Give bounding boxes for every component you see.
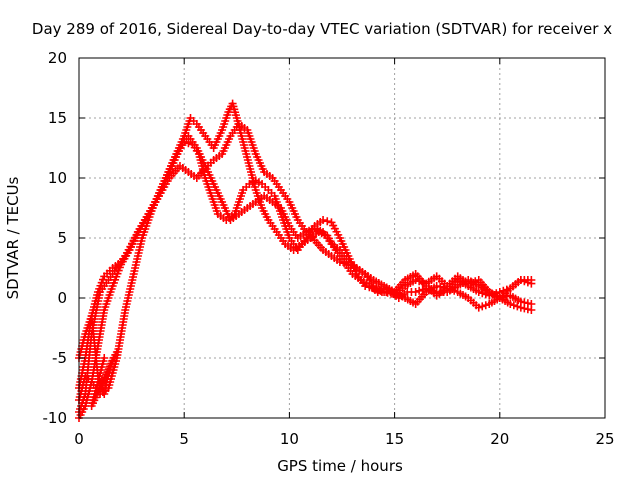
data-point bbox=[478, 289, 487, 298]
data-point bbox=[509, 301, 518, 310]
axis-ticks bbox=[78, 57, 606, 419]
x-tick-label: 5 bbox=[179, 430, 189, 448]
grid bbox=[79, 58, 605, 418]
y-tick-labels: -10 -5 0 5 10 15 20 bbox=[43, 49, 68, 427]
data-points bbox=[75, 99, 536, 422]
data-point bbox=[502, 285, 511, 294]
x-tick-label: 10 bbox=[280, 430, 299, 448]
x-tick-label: 0 bbox=[74, 430, 84, 448]
x-tick-label: 20 bbox=[490, 430, 509, 448]
data-point bbox=[340, 259, 349, 268]
data-point bbox=[450, 286, 459, 295]
x-axis-label: GPS time / hours bbox=[277, 457, 403, 475]
y-tick-label: -5 bbox=[52, 349, 67, 367]
data-series bbox=[75, 138, 536, 416]
data-point bbox=[436, 282, 445, 291]
data-point bbox=[323, 217, 332, 226]
data-point bbox=[319, 216, 328, 224]
y-tick-label: -10 bbox=[43, 409, 68, 427]
data-point bbox=[411, 288, 420, 296]
x-tick-label: 25 bbox=[595, 430, 614, 448]
data-point bbox=[478, 302, 487, 311]
data-point bbox=[506, 300, 515, 308]
chart-title: Day 289 of 2016, Sidereal Day-to-day VTE… bbox=[32, 20, 612, 38]
data-point bbox=[100, 354, 109, 362]
y-tick-label: 15 bbox=[48, 109, 67, 127]
y-tick-label: 5 bbox=[57, 229, 67, 247]
data-point bbox=[443, 284, 452, 293]
y-tick-label: 10 bbox=[48, 169, 67, 187]
data-series bbox=[75, 312, 121, 410]
y-tick-label: 0 bbox=[57, 289, 67, 307]
data-point bbox=[415, 286, 424, 295]
data-point bbox=[481, 301, 490, 310]
data-point bbox=[527, 300, 536, 308]
data-point bbox=[474, 303, 483, 312]
data-point bbox=[184, 139, 193, 148]
data-point bbox=[513, 302, 522, 311]
data-point bbox=[335, 258, 344, 266]
data-point bbox=[446, 285, 455, 294]
y-axis-label: SDTVAR / TECUs bbox=[4, 176, 22, 299]
x-tick-labels: 0 5 10 15 20 25 bbox=[74, 430, 614, 448]
data-point bbox=[499, 293, 508, 302]
y-tick-label: 20 bbox=[48, 49, 67, 67]
x-tick-label: 15 bbox=[385, 430, 404, 448]
data-point bbox=[520, 298, 529, 307]
data-series bbox=[75, 120, 536, 392]
data-series bbox=[75, 132, 536, 422]
data-point bbox=[527, 276, 536, 284]
